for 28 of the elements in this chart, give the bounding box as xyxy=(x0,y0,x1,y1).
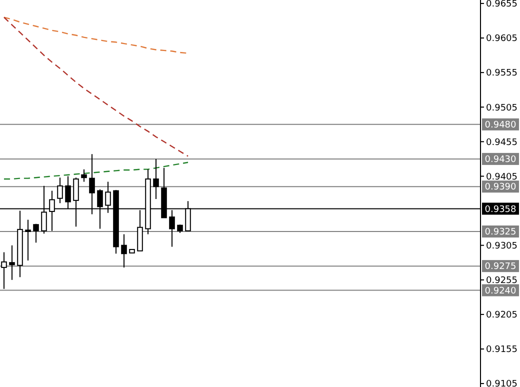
y-tick-label: 0.9555 xyxy=(486,68,518,79)
line-series xyxy=(3,16,189,54)
y-tick-label: 0.9455 xyxy=(486,138,518,148)
ref-line-label: 0.9240 xyxy=(484,286,517,296)
ref-line-label: 0.9275 xyxy=(484,262,516,272)
y-tick-label: 0.9305 xyxy=(486,241,518,252)
ref-line-label: 0.9390 xyxy=(484,182,517,193)
ref-line-label: 0.9480 xyxy=(484,120,517,131)
ref-line-label: 0.9430 xyxy=(484,155,517,166)
candlestick xyxy=(81,168,87,182)
candlestick xyxy=(25,219,31,262)
candlestick xyxy=(9,244,15,280)
y-tick-label: 0.9405 xyxy=(486,172,518,182)
y-tick-label: 0.9205 xyxy=(486,310,518,321)
candlestick xyxy=(33,223,39,244)
candlestick xyxy=(57,177,63,204)
y-tick-label: 0.9505 xyxy=(486,103,518,114)
y-tick-label: 0.9155 xyxy=(486,345,518,356)
candlestick xyxy=(121,234,127,268)
y-tick-label: 0.9105 xyxy=(486,380,518,387)
ref-line-label: 0.9325 xyxy=(484,228,516,238)
candlestick xyxy=(153,158,159,200)
y-tick-label: 0.9255 xyxy=(486,276,518,286)
line-series xyxy=(3,16,189,157)
y-tick-label: 0.9655 xyxy=(486,0,518,10)
line-series xyxy=(3,162,189,180)
y-tick-label: 0.9605 xyxy=(486,34,518,44)
ref-line-label: 0.9358 xyxy=(484,204,517,215)
